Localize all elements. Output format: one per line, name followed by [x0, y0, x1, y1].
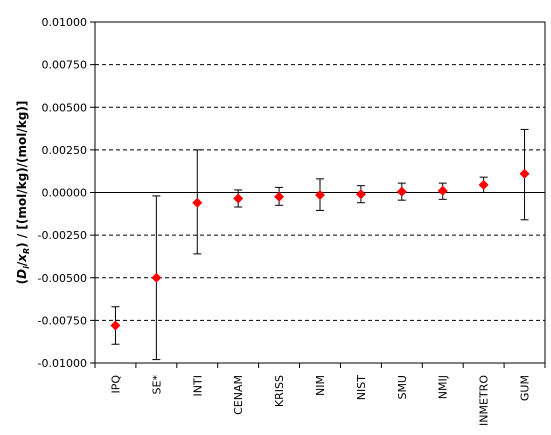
x-tick-label: INTI — [191, 375, 204, 396]
data-points — [110, 168, 530, 331]
data-point — [110, 320, 121, 331]
y-axis-title: (Di/xR) / [(mol/kg)/(mol/kg)] — [15, 101, 31, 285]
x-tick-label: SMU — [396, 375, 409, 400]
y-tick-label: 0.01000 — [42, 16, 88, 29]
x-tick-label: GUM — [519, 375, 532, 401]
y-axis-ticks — [90, 21, 95, 364]
data-point — [192, 197, 203, 208]
y-tick-label: -0.00500 — [38, 272, 87, 285]
ylabel-part-open: ( — [15, 279, 29, 284]
x-tick-label: IPQ — [109, 375, 122, 394]
data-point — [519, 168, 530, 179]
x-axis-ticks — [94, 363, 546, 368]
data-point — [274, 191, 285, 202]
x-tick-label: CENAM — [232, 375, 245, 415]
grid-lines — [95, 64, 545, 321]
y-tick-label: -0.01000 — [38, 357, 87, 370]
x-tick-label: KRISS — [273, 375, 286, 407]
data-point — [151, 272, 162, 283]
x-tick-label: NIM — [314, 375, 327, 396]
x-tick-label: INMETRO — [478, 375, 491, 426]
data-point — [437, 185, 448, 196]
x-tick-label: NMIJ — [437, 375, 450, 399]
ylabel-part-r: R — [22, 248, 31, 254]
data-point — [478, 179, 489, 190]
y-tick-label: 0.00500 — [42, 101, 88, 114]
ylabel-part-rest: ) / [(mol/kg)/(mol/kg)] — [15, 101, 29, 248]
y-tick-label: -0.00250 — [38, 229, 87, 242]
y-tick-label: -0.00750 — [38, 314, 87, 327]
data-point — [355, 189, 366, 200]
data-point — [396, 186, 407, 197]
ylabel-part-x: x — [15, 253, 29, 263]
error-bars — [111, 128, 529, 361]
x-tick-label: SE* — [150, 375, 163, 395]
data-point — [315, 190, 325, 201]
ylabel-part-slash: / — [15, 261, 29, 266]
y-tick-label: 0.00000 — [42, 187, 88, 200]
y-axis-labels: 0.01000 0.00750 0.00500 0.00250 0.00000 -0.00… — [38, 16, 87, 370]
y-tick-label: 0.00750 — [42, 59, 88, 72]
x-axis-labels: IPQ SE* INTI CENAM KRISS NIM NIST SMU NMIJ INMETR… — [109, 375, 531, 426]
ylabel-part-d: D — [15, 269, 29, 279]
y-tick-label: 0.00250 — [42, 144, 88, 157]
ylabel-part-i: i — [22, 266, 31, 269]
data-point — [233, 193, 244, 204]
x-tick-label: NIST — [355, 375, 368, 400]
